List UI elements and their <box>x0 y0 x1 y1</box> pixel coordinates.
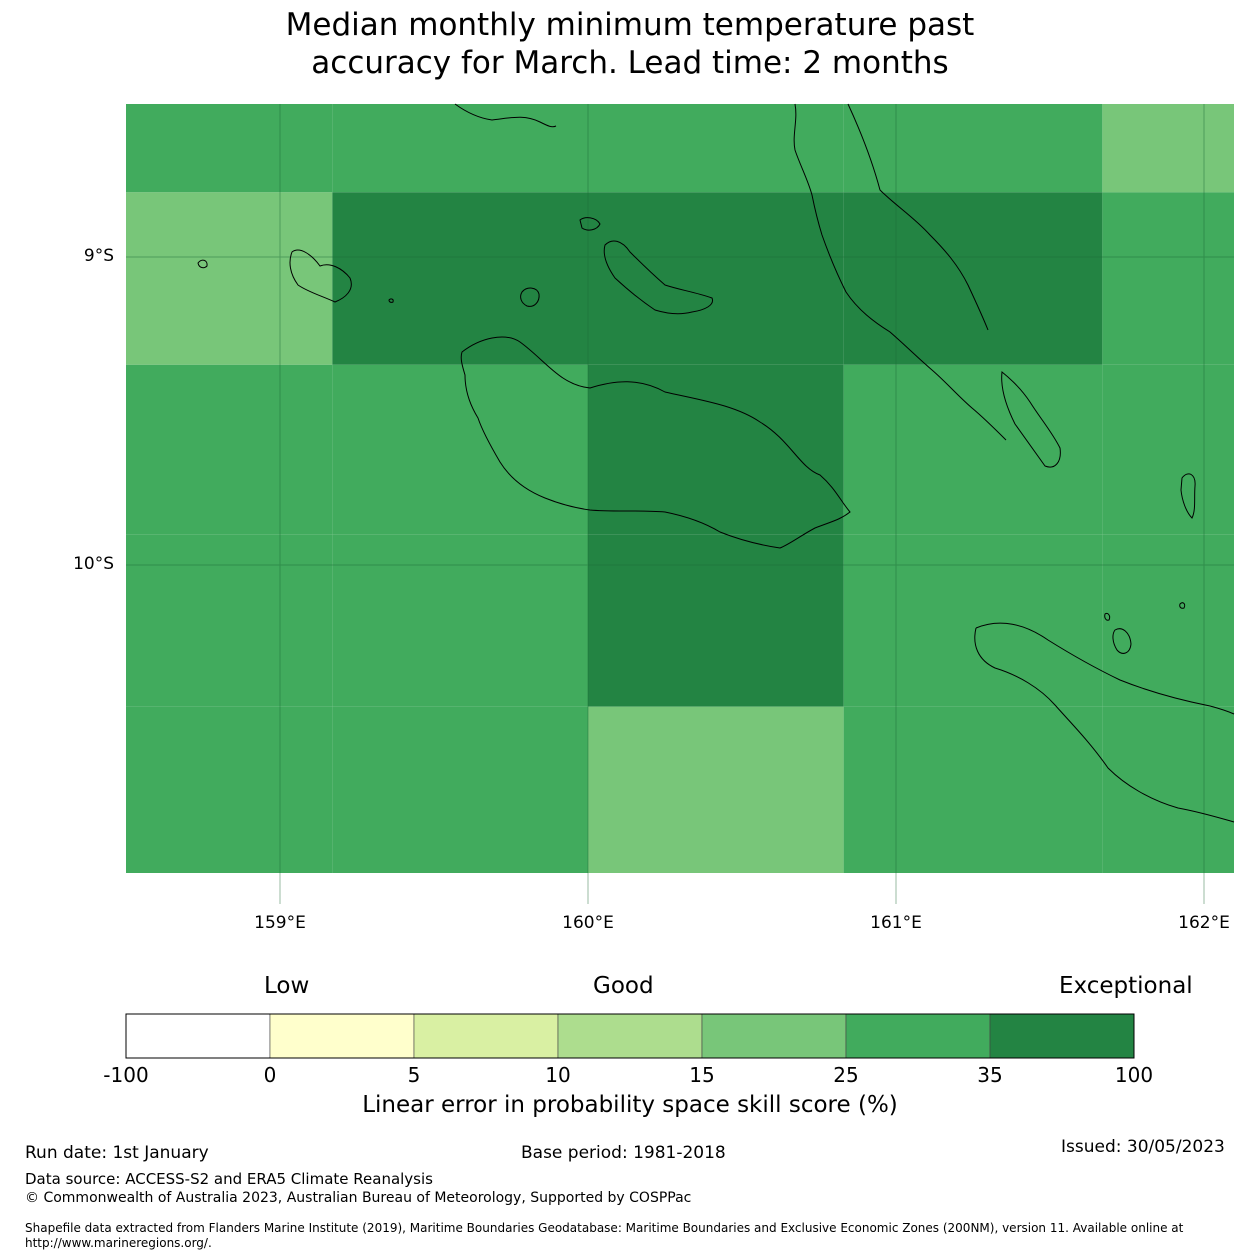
colorbar-tick-label: 25 <box>833 1063 859 1087</box>
grid-cell <box>126 364 333 535</box>
coast-small-islet-d <box>1104 613 1111 621</box>
grid-cell <box>843 364 1103 535</box>
coast-savo-island <box>520 287 540 307</box>
lon-label-159e: 159°E <box>254 913 306 933</box>
grid-cell <box>126 534 333 707</box>
colorbar-tick-label: 0 <box>263 1063 277 1087</box>
coast-small-islet-c <box>388 298 394 303</box>
coast-guadalcanal <box>460 336 851 549</box>
colorbar-word-low: Low <box>264 973 310 999</box>
copyright: © Commonwealth of Australia 2023, Austra… <box>25 1190 692 1206</box>
coast-santa-isabel <box>454 103 1007 441</box>
grid-cell <box>126 192 333 365</box>
grid-cell <box>588 706 844 873</box>
lon-label-161e: 161°E <box>870 913 922 933</box>
coast-small-malaita <box>1001 371 1061 468</box>
grid-cell <box>843 192 1103 365</box>
coast-santa-ana-island <box>1112 628 1132 654</box>
shapefile-credit-line-2: http://www.marineregions.org/. <box>25 1236 212 1250</box>
coast-makira <box>974 622 1235 823</box>
grid-cell <box>1102 104 1234 193</box>
grid-cell <box>1102 192 1234 365</box>
coast-malaita-west <box>847 103 989 331</box>
grid-cell <box>843 706 1103 873</box>
lon-label-160e: 160°E <box>562 913 614 933</box>
grid-cell <box>1102 364 1234 535</box>
grid-cell <box>332 706 588 873</box>
colorbar-tick-label: 100 <box>1114 1063 1154 1087</box>
shapefile-credit-line-1: Shapefile data extracted from Flanders M… <box>25 1221 1184 1235</box>
issued-date: Issued: 30/05/2023 <box>1061 1137 1225 1157</box>
colorbar-tick-label: 10 <box>545 1063 571 1087</box>
grid-cell <box>588 104 844 193</box>
data-source: Data source: ACCESS-S2 and ERA5 Climate … <box>25 1170 433 1188</box>
colorbar-title: Linear error in probability space skill … <box>362 1092 898 1118</box>
grid-cell <box>332 364 588 535</box>
grid-cell <box>588 364 844 535</box>
title-line-2: accuracy for March. Lead time: 2 months <box>311 45 949 81</box>
colorbar-word-good: Good <box>593 973 654 999</box>
lat-label-10s: 10°S <box>73 554 114 574</box>
base-period: Base period: 1981-2018 <box>521 1143 726 1163</box>
coast-small-islet-b <box>197 259 208 269</box>
shapefile-credit: Shapefile data extracted from Flanders M… <box>25 1221 1225 1251</box>
grid-cell <box>1102 706 1234 873</box>
grid-cell <box>843 534 1103 707</box>
grid-cell <box>588 192 844 365</box>
colorbar-tick-label: 15 <box>689 1063 715 1087</box>
colorbar-tick-label: 5 <box>407 1063 421 1087</box>
colorbar-tick-label: 35 <box>977 1063 1003 1087</box>
coast-ulawa-island <box>1180 473 1196 519</box>
run-date: Run date: 1st January <box>25 1143 209 1163</box>
grid-cell <box>1102 534 1234 707</box>
title-line-1: Median monthly minimum temperature past <box>285 7 975 43</box>
grid-cell <box>332 192 588 365</box>
skill-grid <box>126 104 1234 873</box>
coast-nggela-island <box>603 240 714 315</box>
lon-label-162e: 162°E <box>1178 913 1230 933</box>
colorbar-word-exceptional: Exceptional <box>1059 973 1193 999</box>
grid-cell <box>126 104 333 193</box>
graticule <box>126 104 1234 904</box>
coast-russell-islands <box>289 249 352 303</box>
grid-cell <box>332 534 588 707</box>
coast-small-islet-a <box>579 217 601 231</box>
grid-cell <box>588 534 844 707</box>
grid-cell <box>126 706 333 873</box>
colorbar-tick-label: -100 <box>103 1063 149 1087</box>
grid-cell <box>332 104 588 193</box>
grid-cell <box>843 104 1103 193</box>
chart-title: Median monthly minimum temperature past … <box>130 6 1130 82</box>
coast-small-islet-e <box>1179 602 1186 609</box>
lat-label-9s: 9°S <box>83 246 114 266</box>
coastlines <box>197 103 1235 823</box>
